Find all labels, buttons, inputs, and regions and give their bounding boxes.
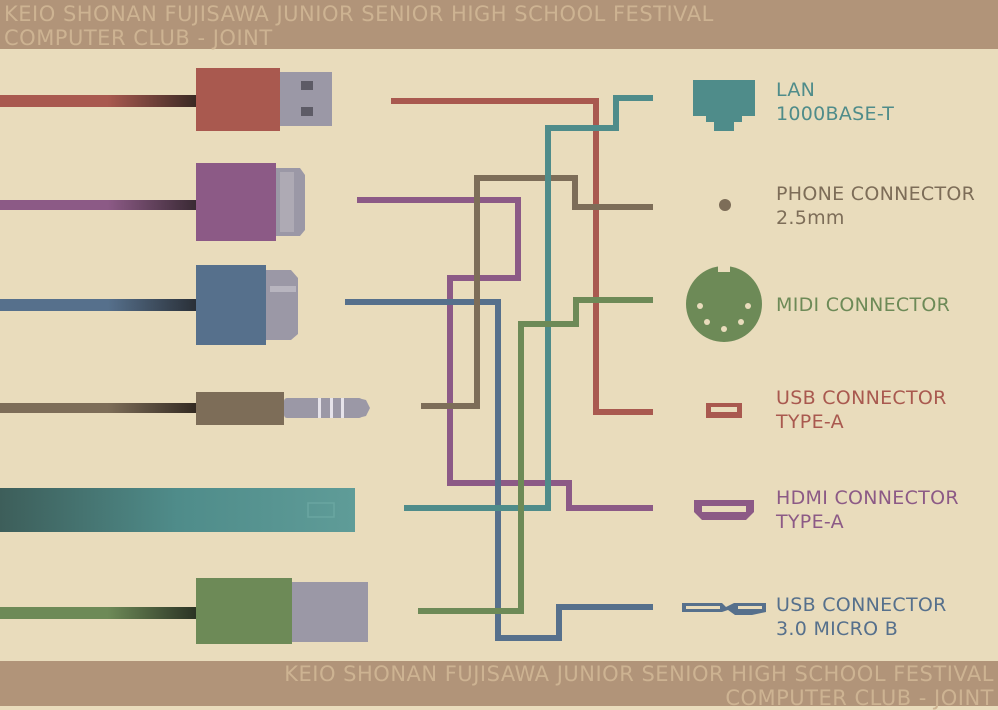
usb-a-port-icon bbox=[706, 403, 742, 418]
label-phone: PHONE CONNECTOR 2.5mm bbox=[776, 182, 975, 230]
usb-micro-b-port-icon bbox=[682, 603, 766, 615]
label-hdmi-line1: HDMI CONNECTOR bbox=[776, 487, 959, 509]
header-title: KEIO SHONAN FUJISAWA JUNIOR SENIOR HIGH … bbox=[4, 2, 714, 50]
label-midi-line1: MIDI CONNECTOR bbox=[776, 294, 951, 316]
label-hdmi: HDMI CONNECTOR TYPE-A bbox=[776, 486, 959, 534]
label-usb-micro: USB CONNECTOR 3.0 MICRO B bbox=[776, 593, 947, 641]
route-red bbox=[391, 98, 653, 415]
label-midi: MIDI CONNECTOR bbox=[776, 293, 950, 317]
usb-a-plug-metal bbox=[280, 72, 332, 126]
midi-cable bbox=[0, 578, 368, 644]
route-green bbox=[418, 297, 653, 614]
label-phone-line1: PHONE CONNECTOR bbox=[776, 183, 976, 205]
label-phone-line2: 2.5mm bbox=[776, 207, 845, 229]
hdmi-port-icon bbox=[694, 500, 754, 520]
label-hdmi-line2: TYPE-A bbox=[776, 511, 844, 533]
lan-port-icon bbox=[693, 80, 755, 131]
midi-port-icon bbox=[686, 264, 762, 342]
micro-usb-cable bbox=[0, 265, 298, 345]
label-usb-a: USB CONNECTOR TYPE-A bbox=[776, 386, 947, 434]
header-band: KEIO SHONAN FUJISAWA JUNIOR SENIOR HIGH … bbox=[0, 0, 998, 50]
footer-title: KEIO SHONAN FUJISAWA JUNIOR SENIOR HIGH … bbox=[284, 662, 994, 710]
label-usb-micro-line1: USB CONNECTOR bbox=[776, 594, 947, 616]
usb-a-cable bbox=[0, 68, 332, 131]
label-lan-line1: LAN bbox=[776, 79, 816, 101]
lan-cable bbox=[0, 488, 355, 532]
footer-band: KEIO SHONAN FUJISAWA JUNIOR SENIOR HIGH … bbox=[0, 661, 998, 710]
label-lan: LAN 1000BASE-T bbox=[776, 78, 894, 126]
hdmi-cable bbox=[0, 163, 305, 241]
phone-jack-icon bbox=[719, 199, 731, 211]
label-usb-micro-line2: 3.0 MICRO B bbox=[776, 618, 899, 640]
label-usb-a-line1: USB CONNECTOR bbox=[776, 387, 947, 409]
route-blue bbox=[345, 299, 653, 641]
label-usb-a-line2: TYPE-A bbox=[776, 411, 844, 433]
usb-a-plug-body bbox=[196, 68, 280, 131]
phone-cable bbox=[0, 392, 370, 425]
route-purple bbox=[357, 197, 653, 511]
route-brown bbox=[421, 175, 653, 409]
footer-line-1: KEIO SHONAN FUJISAWA JUNIOR SENIOR HIGH … bbox=[284, 662, 994, 686]
usb-a-cable-wire bbox=[0, 95, 196, 107]
label-lan-line2: 1000BASE-T bbox=[776, 103, 895, 125]
header-line-1: KEIO SHONAN FUJISAWA JUNIOR SENIOR HIGH … bbox=[4, 2, 714, 26]
routing-lines bbox=[345, 95, 653, 641]
header-line-2: COMPUTER CLUB - JOINT bbox=[4, 26, 273, 50]
